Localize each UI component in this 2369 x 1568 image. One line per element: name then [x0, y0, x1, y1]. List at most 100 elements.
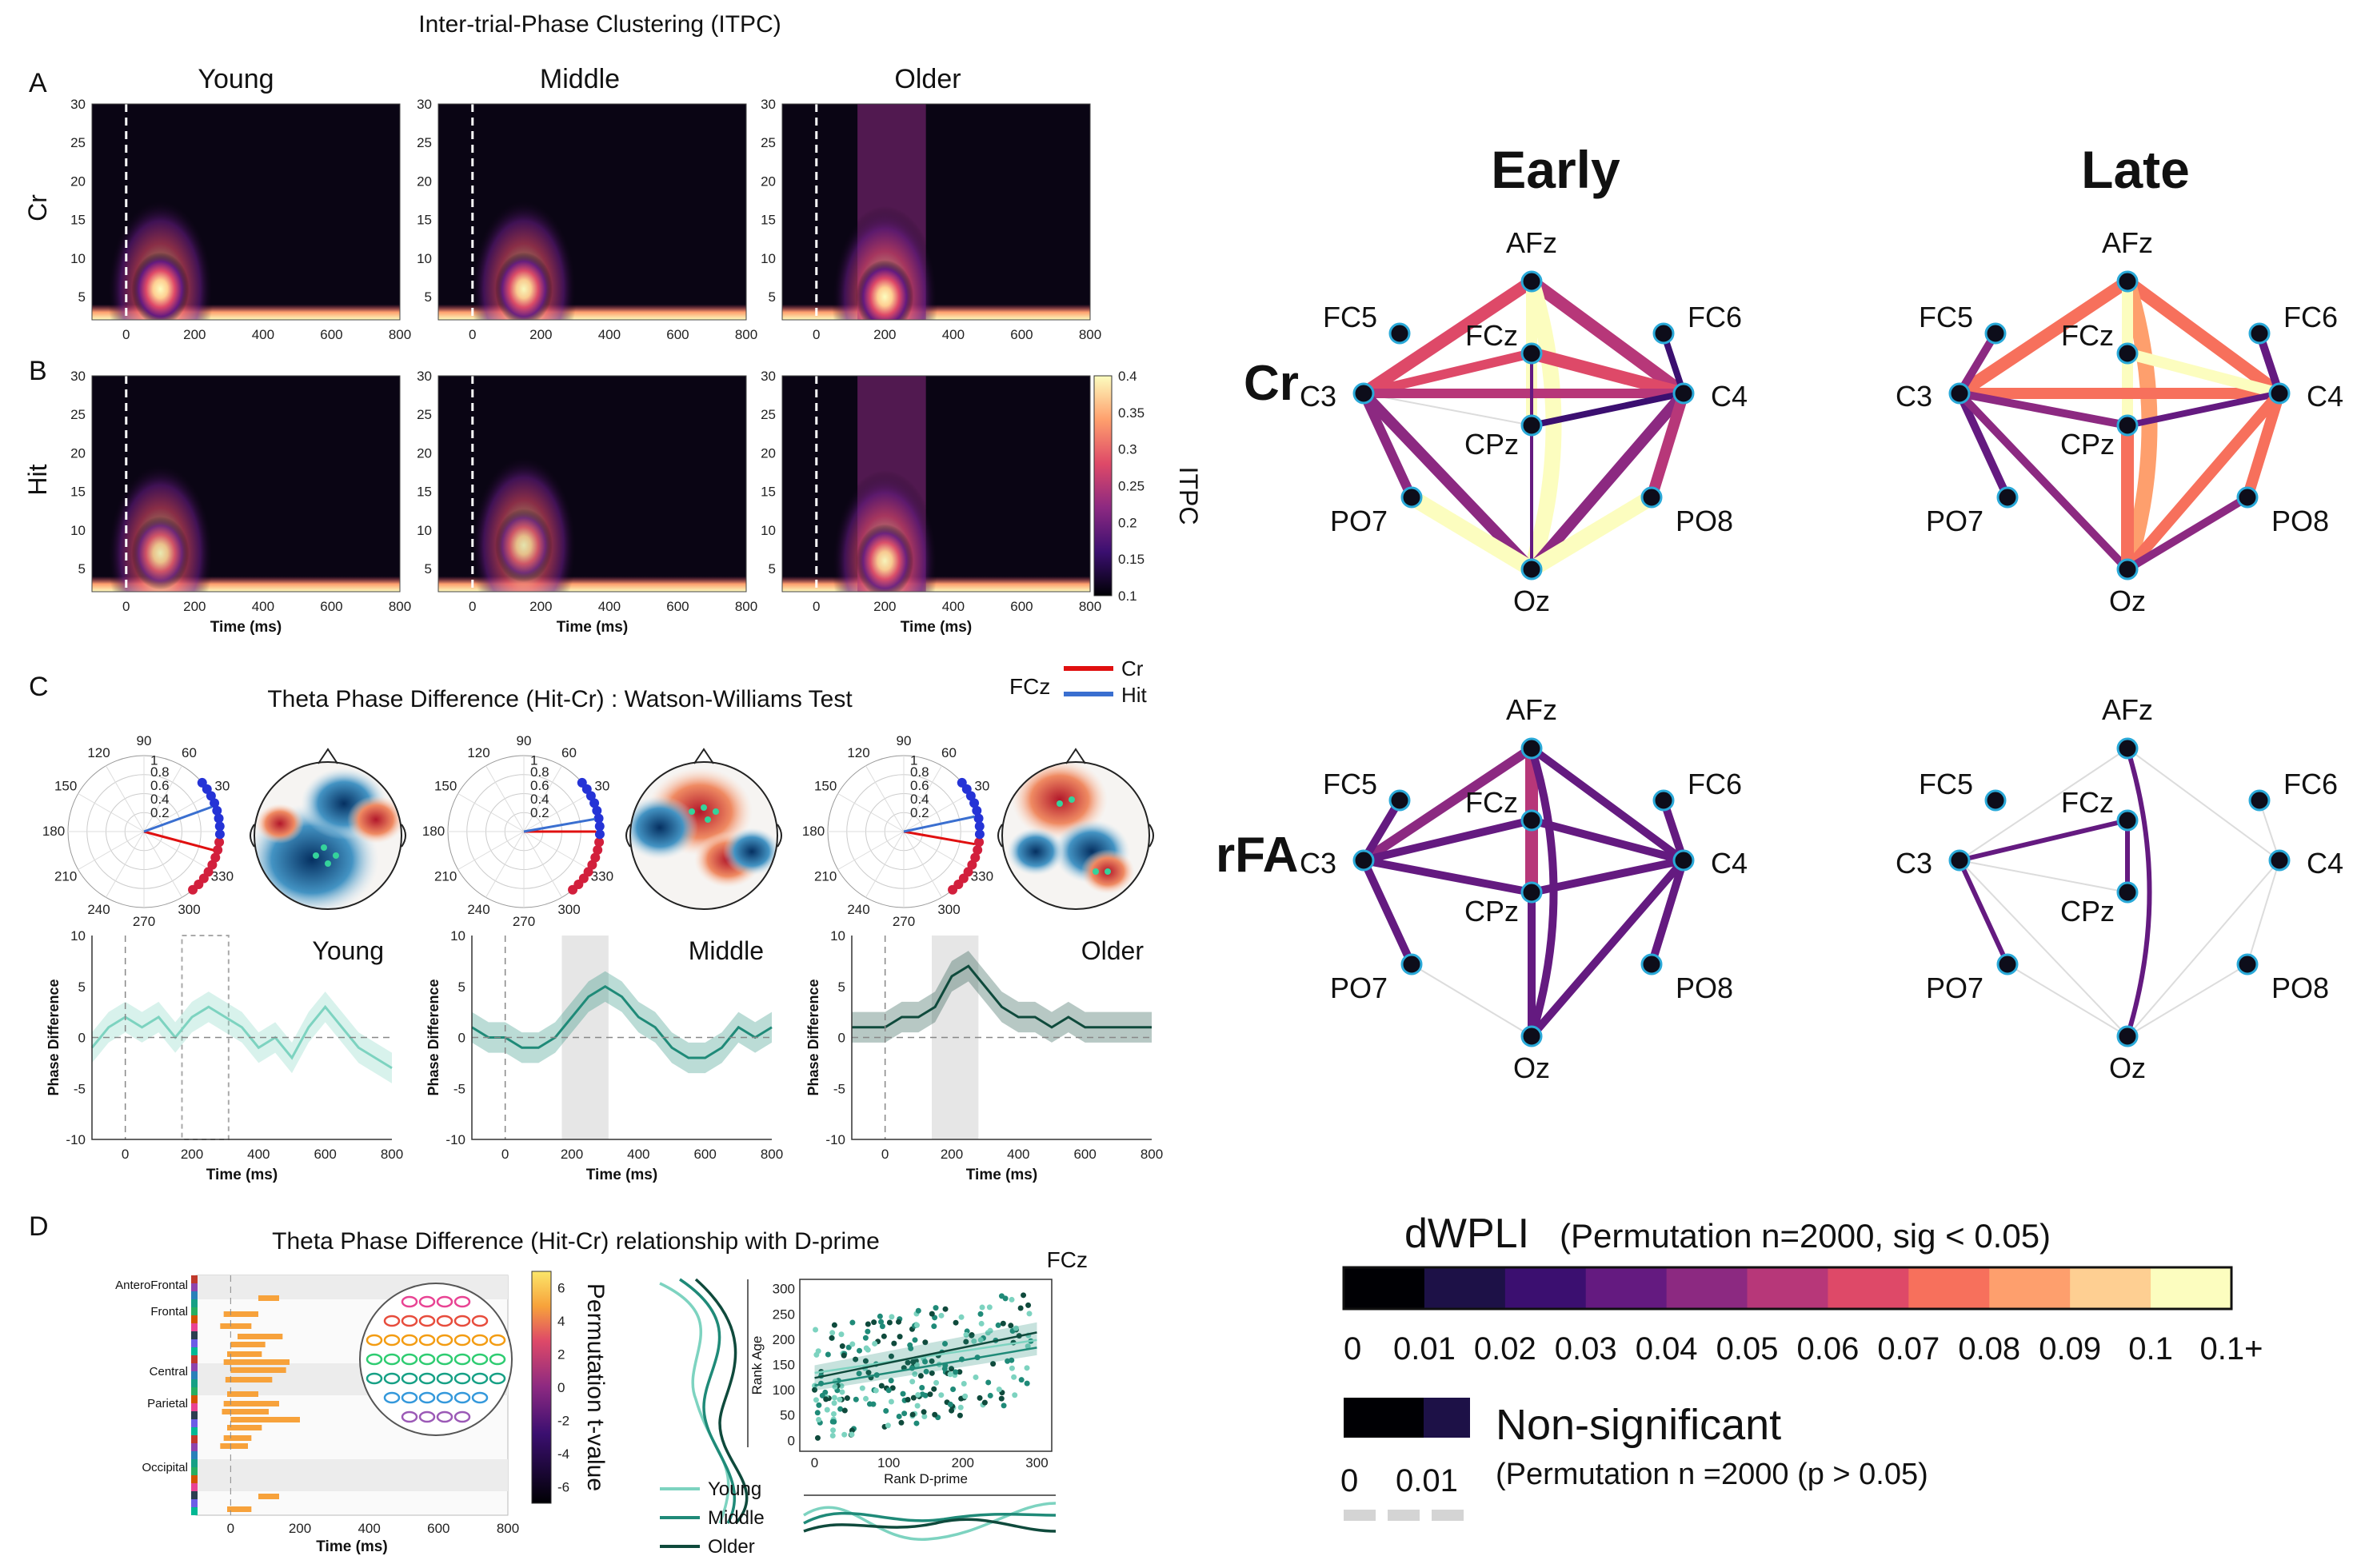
scatter-point — [883, 1407, 889, 1414]
edge-C4-Oz — [1528, 856, 1688, 1040]
dprime-title: Theta Phase Difference (Hit-Cr) relation… — [272, 1228, 880, 1255]
scatter-point — [1021, 1292, 1027, 1299]
topo-sig-electrode — [313, 852, 319, 859]
edge-C3-Oz — [1358, 388, 1537, 575]
electrode-strip-cell — [191, 1363, 198, 1371]
scatter-point — [888, 1398, 894, 1405]
x-tick-label: 400 — [598, 327, 621, 342]
polar-spoke — [903, 793, 970, 832]
polar-angle-label: 90 — [517, 733, 532, 748]
heatmap-hit-older: 5 10 15 20 25 30 0 200 400 600 800 Time (ms) — [761, 369, 1101, 636]
x-tick-label: 0 — [469, 599, 476, 614]
edge-C4-PO8 — [1646, 388, 1689, 503]
scatter-point — [998, 1293, 1005, 1299]
electrode-strip-cell — [191, 1443, 198, 1451]
polar-spoke — [457, 831, 525, 870]
x-tick-label: 200 — [561, 1147, 583, 1162]
x-tick-label: 400 — [1007, 1147, 1029, 1162]
scatter-point — [985, 1330, 991, 1336]
group-label-young: Young — [198, 64, 274, 94]
scatter-point — [831, 1322, 837, 1328]
x-tick-label: 200 — [941, 1147, 963, 1162]
electrode-strip-cell — [191, 1451, 198, 1459]
edge-AFz-Oz — [2119, 273, 2158, 577]
y-tick-label: 5 — [78, 561, 86, 577]
polar-trial-dot — [214, 829, 225, 840]
node-po8 — [1640, 953, 1663, 976]
y-tick-label: 30 — [417, 369, 432, 384]
x-tick-label: 800 — [389, 599, 411, 614]
scatter-point — [990, 1361, 997, 1367]
scatter-point — [853, 1396, 859, 1402]
edge-C3-PO7 — [1956, 389, 2011, 501]
node-c3 — [1352, 849, 1375, 872]
edge-AFz-C4 — [1528, 744, 1688, 864]
scatter-point — [986, 1304, 993, 1311]
scatter-point — [853, 1356, 859, 1363]
edge-C4-Oz — [1526, 388, 1689, 575]
polar-trial-dot — [214, 813, 224, 824]
region-label: Occipital — [142, 1461, 188, 1474]
scatter-point — [814, 1434, 821, 1441]
scatter-point — [1012, 1392, 1018, 1398]
nonsig-tick-0: 0 — [1340, 1463, 1358, 1498]
scatter-point — [987, 1392, 993, 1398]
polar-radius-label: 0.2 — [150, 805, 170, 820]
node-label-afz: AFz — [2102, 693, 2153, 726]
edge-AFz-C4 — [2121, 275, 2286, 400]
scatter-point — [878, 1319, 885, 1325]
edge-nonsig — [1959, 860, 2128, 1037]
sig-bar — [223, 1359, 290, 1365]
electrode-marker — [383, 1372, 401, 1385]
scatter-point — [865, 1347, 871, 1353]
edge-nonsig — [2247, 860, 2280, 965]
itpc-title: Inter-trial-Phase Clustering (ITPC) — [418, 11, 781, 38]
electrode-marker — [453, 1372, 471, 1385]
scatter-title: FCz — [1047, 1247, 1088, 1272]
phase-difference-plots: -10 -5 0 5 10 0 200 400 600 800 Time (ms) Phase Dif… — [46, 928, 1163, 1183]
polar-angle-label: 180 — [802, 824, 825, 839]
edge-C3-FCz — [1360, 816, 1536, 864]
dwpli-tick: 0.01 — [1393, 1331, 1456, 1367]
y-tick-label: 25 — [417, 407, 432, 422]
scatter-point — [1011, 1374, 1017, 1380]
y-tick-label: 30 — [70, 97, 86, 112]
sig-bar — [258, 1295, 279, 1301]
scatter-point — [865, 1328, 871, 1335]
electrode-marker — [453, 1315, 471, 1327]
polar-spoke — [903, 765, 942, 832]
x-tick-label: 600 — [693, 1147, 716, 1162]
itpc-colorbar-tick: 0.4 — [1118, 369, 1137, 384]
edge-AFz-Oz — [1528, 744, 1558, 1040]
polar-spoke — [523, 765, 562, 832]
polar-radius-label: 0.6 — [910, 778, 929, 793]
sig-bar — [223, 1401, 279, 1406]
scatter-point — [912, 1371, 918, 1377]
scatter-point — [877, 1313, 883, 1319]
electrode-marker — [489, 1372, 506, 1385]
electrode-marker — [489, 1334, 506, 1347]
scatter-point — [841, 1407, 848, 1414]
x-tick-label: 400 — [598, 599, 621, 614]
polar-vector-hit — [143, 805, 213, 833]
topo-nose — [693, 748, 714, 764]
legend-electrode: FCz — [1009, 674, 1050, 699]
y-tick-label: 15 — [761, 485, 776, 500]
scatter-y-tick: 100 — [773, 1382, 795, 1398]
scatter-point — [901, 1410, 908, 1417]
node-c4 — [1672, 849, 1695, 872]
scatter-point — [961, 1381, 967, 1387]
electrode-marker — [401, 1410, 418, 1423]
electrode-marker — [436, 1391, 453, 1404]
edge-AFz-C3 — [1357, 275, 1538, 400]
polar-vector-cr — [903, 830, 976, 846]
polar-trial-dot — [974, 837, 985, 848]
node-label-fcz: FCz — [2061, 786, 2114, 819]
polar-plots: 90120150180210240270300330306010.80.60.4… — [42, 733, 993, 929]
scatter-point — [878, 1382, 885, 1389]
panel-label-c: C — [29, 672, 49, 702]
electrode-strip-cell — [191, 1307, 198, 1315]
y-tick-label: 20 — [70, 174, 86, 189]
x-tick-label: 800 — [761, 1147, 783, 1162]
polar-spoke — [143, 793, 210, 832]
